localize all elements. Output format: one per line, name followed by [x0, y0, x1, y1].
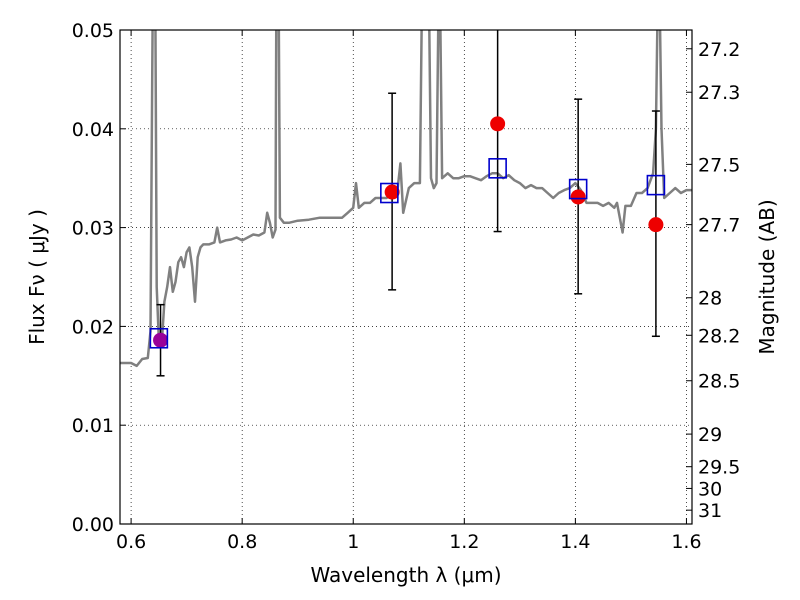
mag-tick-label: 28	[698, 288, 722, 310]
mag-tick-label: 27.3	[698, 82, 740, 104]
mag-tick-label: 27.2	[698, 39, 740, 61]
x-axis-label: Wavelength λ (μm)	[310, 563, 501, 587]
model-flux-square	[488, 158, 507, 179]
mag-tick-label: 27.7	[698, 215, 740, 237]
y-tick-label: 0.02	[72, 316, 114, 338]
y-tick-label: 0.00	[72, 514, 114, 536]
x-tick-label: 0.8	[227, 531, 257, 553]
mag-tick-label: 27.5	[698, 154, 740, 176]
model-flux-square	[646, 174, 666, 196]
y-tick-label: 0.05	[72, 20, 114, 42]
model-flux-square	[568, 178, 588, 200]
mag-tick-label: 28.5	[698, 371, 740, 393]
mag-tick-label: 30	[698, 478, 722, 500]
y-axis-label: Flux Fν ( μJy )	[25, 209, 49, 345]
mag-tick-label: 29.5	[698, 457, 740, 479]
observed-flux-point	[153, 332, 169, 348]
observed-flux-point	[570, 189, 586, 205]
observed-flux-point	[648, 217, 664, 233]
mag-tick-label: 29	[698, 424, 722, 446]
axis-ticks: 0.6 0.8 1 1.2 1.4 1.6 0.00 0.01 0.02 0.03 0.04 0.05…	[72, 20, 741, 553]
y2-axis-label: Magnitude (AB)	[755, 199, 779, 354]
x-tick-label: 0.6	[116, 531, 146, 553]
x-tick-label: 1.2	[449, 531, 479, 553]
observed-flux-point	[384, 184, 400, 200]
error-bars	[149, 30, 666, 377]
model-flux-square	[149, 327, 169, 349]
observed-flux-point	[490, 116, 506, 132]
mag-tick-label: 31	[698, 500, 722, 522]
x-tick-label: 1.4	[560, 531, 590, 553]
plot-background	[120, 30, 692, 524]
x-tick-label: 1.6	[671, 531, 701, 553]
plot-frame	[119, 29, 693, 525]
y-tick-label: 0.01	[72, 415, 114, 437]
y-tick-label: 0.03	[72, 218, 114, 240]
model-flux-square	[380, 182, 399, 204]
y-tick-label: 0.04	[72, 119, 114, 141]
x-tick-label: 1	[347, 531, 359, 553]
mag-tick-label: 28.2	[698, 325, 740, 347]
